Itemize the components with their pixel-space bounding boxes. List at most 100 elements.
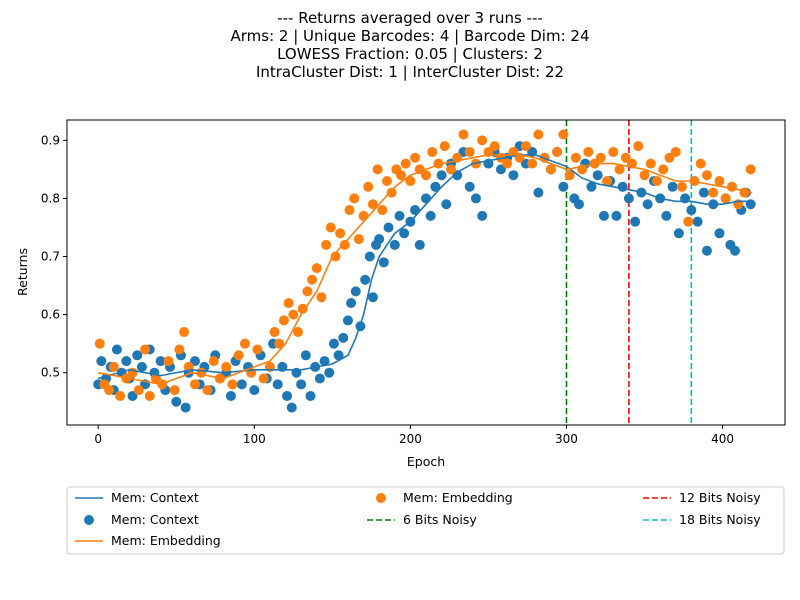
scatter-point xyxy=(338,332,349,343)
scatter-point xyxy=(96,356,107,367)
scatter-point xyxy=(293,327,304,338)
scatter-point xyxy=(239,338,250,349)
legend-swatch xyxy=(84,515,94,525)
scatter-point xyxy=(321,239,332,250)
scatter-point xyxy=(661,210,672,221)
scatter-point xyxy=(714,176,725,186)
legend-label: Mem: Context xyxy=(111,512,199,527)
scatter-point xyxy=(667,181,678,192)
scatter-point xyxy=(221,361,232,372)
chart-title: --- Returns averaged over 3 runs --- Arm… xyxy=(231,9,590,81)
scatter-point xyxy=(410,152,421,163)
scatter-point xyxy=(381,176,392,186)
y-tick-label: 0.8 xyxy=(41,191,60,205)
scatter-point xyxy=(353,234,364,245)
scatter-point xyxy=(342,315,353,326)
scatter-point xyxy=(714,228,725,239)
scatter-point xyxy=(502,158,513,169)
scatter-point xyxy=(592,170,603,181)
scatter-point xyxy=(202,385,213,396)
scatter-point xyxy=(642,199,653,210)
legend-item: Mem: Context xyxy=(75,490,199,505)
scatter-point xyxy=(639,170,650,181)
x-axis: 0 100 200 300 400 xyxy=(94,425,734,446)
scatter-point xyxy=(350,286,361,297)
scatter-point xyxy=(527,158,538,169)
scatter-point xyxy=(133,385,144,396)
scatter-point xyxy=(358,210,369,221)
scatter-point xyxy=(367,199,378,210)
scatter-point xyxy=(552,146,563,157)
plot-frame xyxy=(66,119,786,426)
scatter-point xyxy=(282,390,293,401)
scatter-point xyxy=(233,350,244,361)
scatter-point xyxy=(720,193,731,204)
scatter-point xyxy=(414,239,425,250)
scatter-point xyxy=(363,181,374,192)
scatter-point xyxy=(339,239,350,250)
scatter-point xyxy=(673,228,684,239)
scatter-point xyxy=(196,367,207,378)
scatter-point xyxy=(701,170,712,181)
scatter-point xyxy=(108,361,119,372)
legend-item: 18 Bits Noisy xyxy=(643,512,761,527)
legend-item: Mem: Embedding xyxy=(75,533,221,548)
scatter-point xyxy=(330,251,341,262)
y-axis-label: Returns xyxy=(15,248,30,296)
scatter-point xyxy=(163,356,174,367)
scatter-series-1 xyxy=(94,129,756,401)
lowess-lines xyxy=(97,154,753,386)
x-axis-label: Epoch xyxy=(407,454,445,469)
scatter-point xyxy=(645,158,656,169)
legend-label: Mem: Context xyxy=(111,490,199,505)
x-tick-label: 0 xyxy=(94,432,102,446)
scatter-point xyxy=(508,170,519,181)
legend-label: 12 Bits Noisy xyxy=(679,490,761,505)
scatter-point xyxy=(421,193,431,204)
scatter-point xyxy=(296,379,307,390)
scatter-point xyxy=(374,234,385,245)
legend-swatch xyxy=(376,493,386,503)
scatter-point xyxy=(132,350,143,361)
scatter-point xyxy=(708,187,719,198)
scatter-point xyxy=(399,228,410,239)
scatter-point xyxy=(464,146,475,157)
scatter-point xyxy=(272,379,283,390)
scatter-point xyxy=(307,274,318,285)
scatter-point xyxy=(302,286,313,297)
y-tick-label: 0.9 xyxy=(41,133,60,147)
scatter-point xyxy=(300,350,311,361)
scatter-point xyxy=(545,164,556,175)
scatter-point xyxy=(652,176,663,186)
scatter-point xyxy=(288,309,299,320)
scatter-point xyxy=(617,181,628,192)
scatter-point xyxy=(698,187,709,198)
scatter-point xyxy=(425,210,436,221)
lowess-line-0 xyxy=(97,154,753,380)
scatter-point xyxy=(623,193,634,204)
scatter-point xyxy=(739,187,750,198)
scatter-point xyxy=(325,222,336,233)
scatter-point xyxy=(386,187,397,198)
scatter-point xyxy=(180,402,191,413)
scatter-point xyxy=(378,257,389,268)
scatter-point xyxy=(686,205,697,216)
scatter-point xyxy=(179,327,190,338)
y-tick-label: 0.6 xyxy=(41,308,60,322)
scatter-point xyxy=(208,356,219,367)
scatter-point xyxy=(249,385,260,396)
legend-item: Mem: Context xyxy=(84,512,199,527)
lowess-line-1 xyxy=(98,154,753,386)
scatter-point xyxy=(377,205,388,216)
legend-label: 6 Bits Noisy xyxy=(403,512,477,527)
scatter-point xyxy=(745,164,756,175)
scatter-point xyxy=(136,361,147,372)
x-tick-label: 400 xyxy=(711,432,734,446)
scatter-point xyxy=(155,356,166,367)
scatter-point xyxy=(305,390,316,401)
scatter-point xyxy=(324,367,335,378)
scatter-point xyxy=(171,396,182,407)
scatter-point xyxy=(297,303,308,314)
x-tick-label: 100 xyxy=(243,432,266,446)
scatter-point xyxy=(695,158,706,169)
